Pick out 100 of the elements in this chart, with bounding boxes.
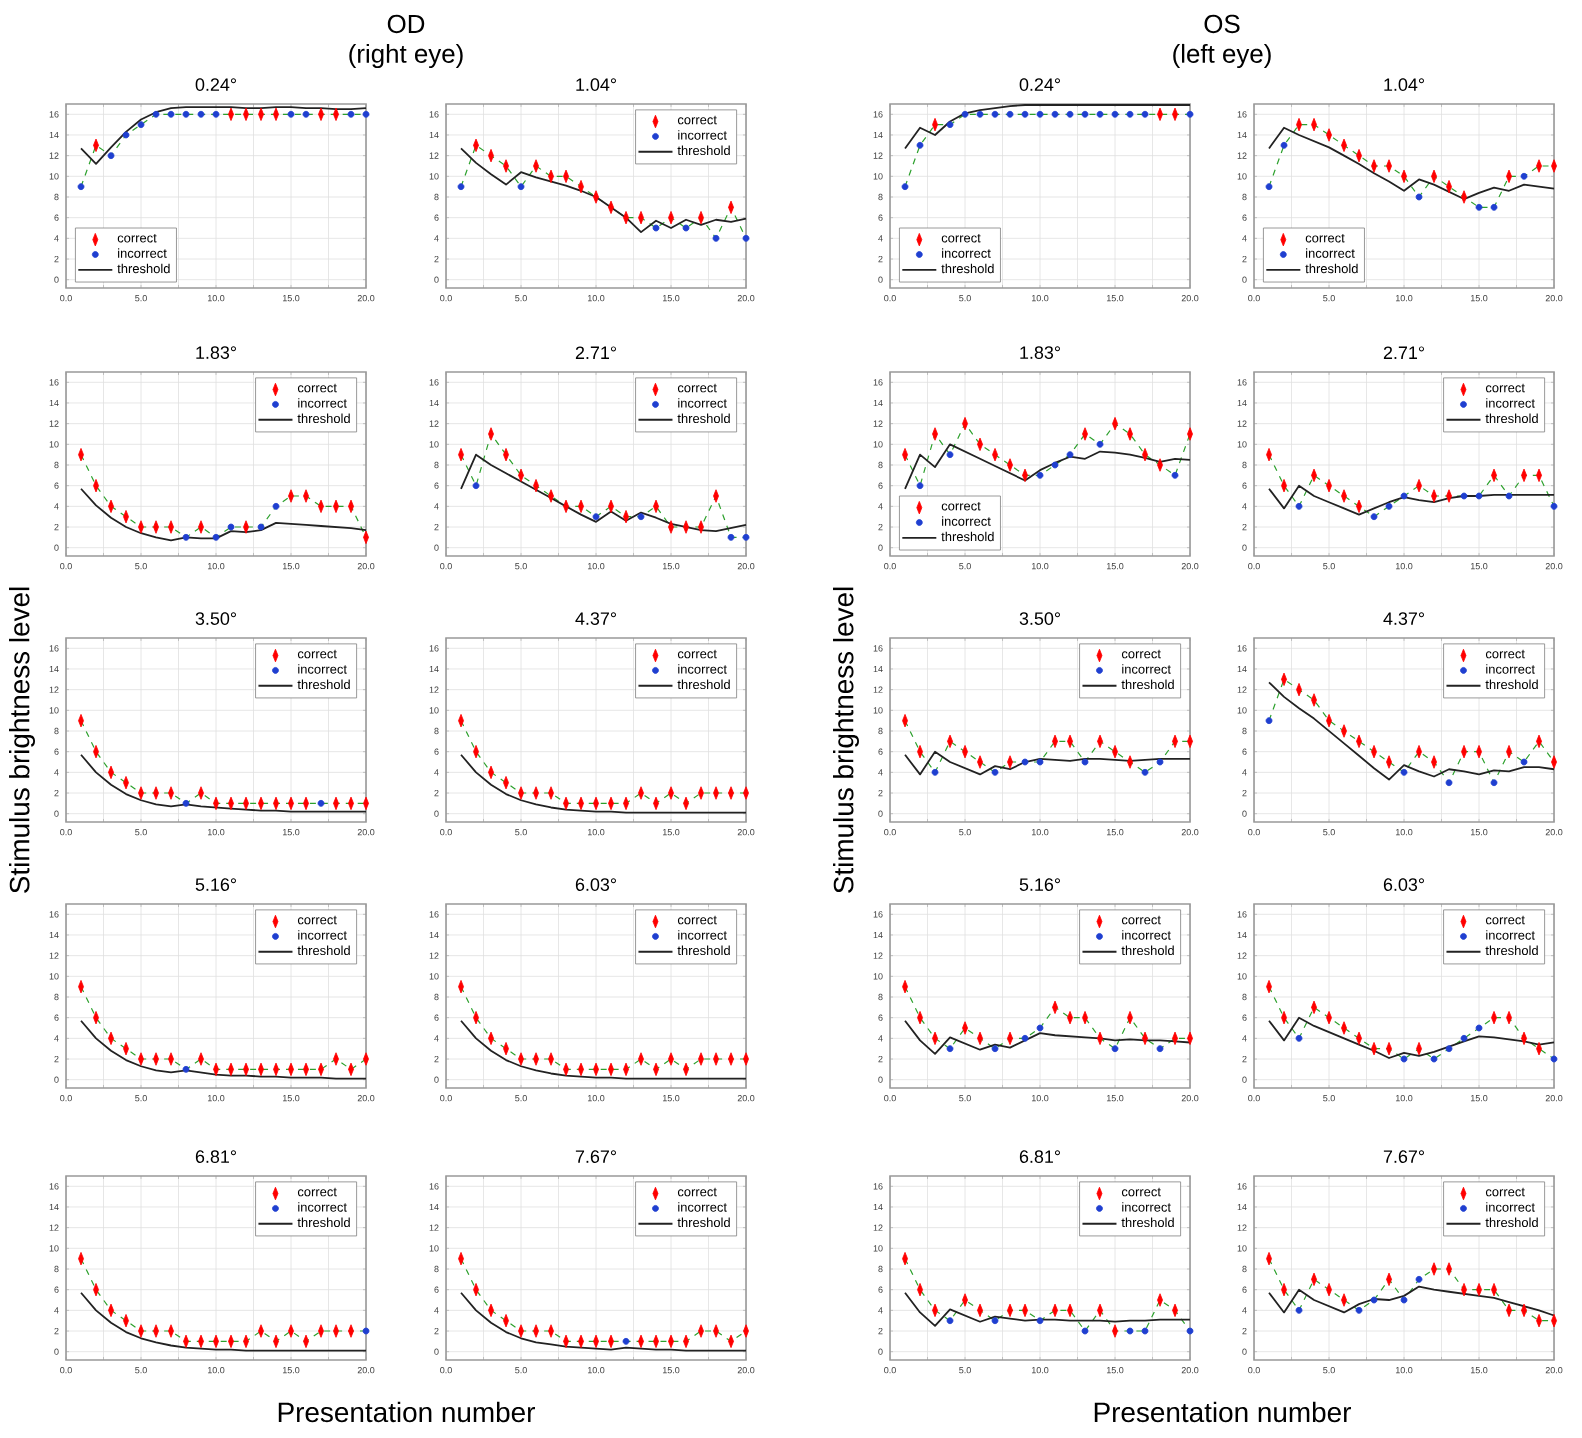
chart-title: 4.37° (575, 612, 616, 625)
point (362, 1327, 370, 1335)
point (152, 110, 160, 118)
point (1141, 110, 1149, 118)
point (901, 183, 909, 191)
point (1051, 461, 1059, 469)
chart-title: 7.67° (1383, 1150, 1424, 1163)
point (991, 1317, 999, 1325)
point (287, 110, 295, 118)
point (991, 1045, 999, 1053)
chart-title: 1.04° (1384, 78, 1424, 91)
chart-title: 6.81° (195, 1150, 236, 1163)
y-axis-title: Stimulus brightness level (9, 587, 36, 893)
point (1295, 502, 1303, 510)
point (1520, 172, 1528, 180)
point (1036, 1317, 1044, 1325)
point (1021, 758, 1029, 766)
point (961, 110, 969, 118)
point (916, 482, 924, 490)
point (1295, 1034, 1303, 1042)
point (1156, 758, 1164, 766)
text: (left eye) (1173, 43, 1271, 69)
point (212, 110, 220, 118)
chart-title: 4.37° (1383, 612, 1424, 625)
point (472, 482, 480, 490)
chart-title: 1.83° (196, 346, 236, 359)
point (1400, 768, 1408, 776)
chart-title: 5.16° (195, 878, 236, 891)
point (1051, 110, 1059, 118)
point (1066, 110, 1074, 118)
point (1126, 1327, 1134, 1335)
point (916, 141, 924, 149)
point (1171, 471, 1179, 479)
point (1475, 203, 1483, 211)
point (1036, 1024, 1044, 1032)
point (1111, 1045, 1119, 1053)
point (122, 131, 130, 139)
chart-title: 2.71° (1383, 346, 1424, 359)
point (946, 1317, 954, 1325)
point (1096, 110, 1104, 118)
point (257, 523, 265, 531)
text: (right eye) (349, 43, 463, 69)
point (1265, 717, 1273, 725)
chart-title: 6.03° (575, 878, 616, 891)
point (727, 533, 735, 541)
point (1066, 451, 1074, 459)
point (1460, 492, 1468, 500)
point (212, 533, 220, 541)
point (182, 1065, 190, 1073)
point (946, 121, 954, 129)
point (1475, 1024, 1483, 1032)
point (182, 799, 190, 807)
chart-title: 5.16° (1019, 878, 1060, 891)
point (517, 183, 525, 191)
point (592, 513, 600, 521)
point (946, 1045, 954, 1053)
point (1081, 110, 1089, 118)
point (742, 533, 750, 541)
point (1400, 1296, 1408, 1304)
point (107, 152, 115, 160)
point (227, 523, 235, 531)
point (1141, 768, 1149, 776)
y-axis-title: Stimulus brightness level (833, 587, 859, 893)
point (991, 110, 999, 118)
point (1415, 1275, 1423, 1283)
x-axis-title: Presentation number (1094, 1401, 1351, 1423)
x-axis-title: Presentation number (278, 1401, 535, 1423)
point (1445, 779, 1453, 787)
point (317, 799, 325, 807)
point (1475, 492, 1483, 500)
point (1400, 492, 1408, 500)
point (712, 234, 720, 242)
point (182, 110, 190, 118)
point (1186, 110, 1194, 118)
point (1036, 110, 1044, 118)
point (622, 1337, 630, 1345)
point (1490, 203, 1498, 211)
point (272, 502, 280, 510)
chart-title: 0.24° (195, 78, 236, 91)
point (976, 110, 984, 118)
point (197, 110, 205, 118)
point (1415, 193, 1423, 201)
point (1385, 502, 1393, 510)
point (991, 768, 999, 776)
point (1430, 1055, 1438, 1063)
point (1400, 1055, 1408, 1063)
point (742, 234, 750, 242)
point (1186, 1327, 1194, 1335)
point (1036, 471, 1044, 479)
chart-title: 6.03° (1383, 878, 1424, 891)
point (1036, 758, 1044, 766)
chart-title: 1.83° (1020, 346, 1060, 359)
point (167, 110, 175, 118)
point (1355, 1306, 1363, 1314)
point (946, 451, 954, 459)
text: OS (1204, 14, 1240, 34)
point (1021, 1034, 1029, 1042)
point (1505, 492, 1513, 500)
point (362, 110, 370, 118)
point (77, 183, 85, 191)
